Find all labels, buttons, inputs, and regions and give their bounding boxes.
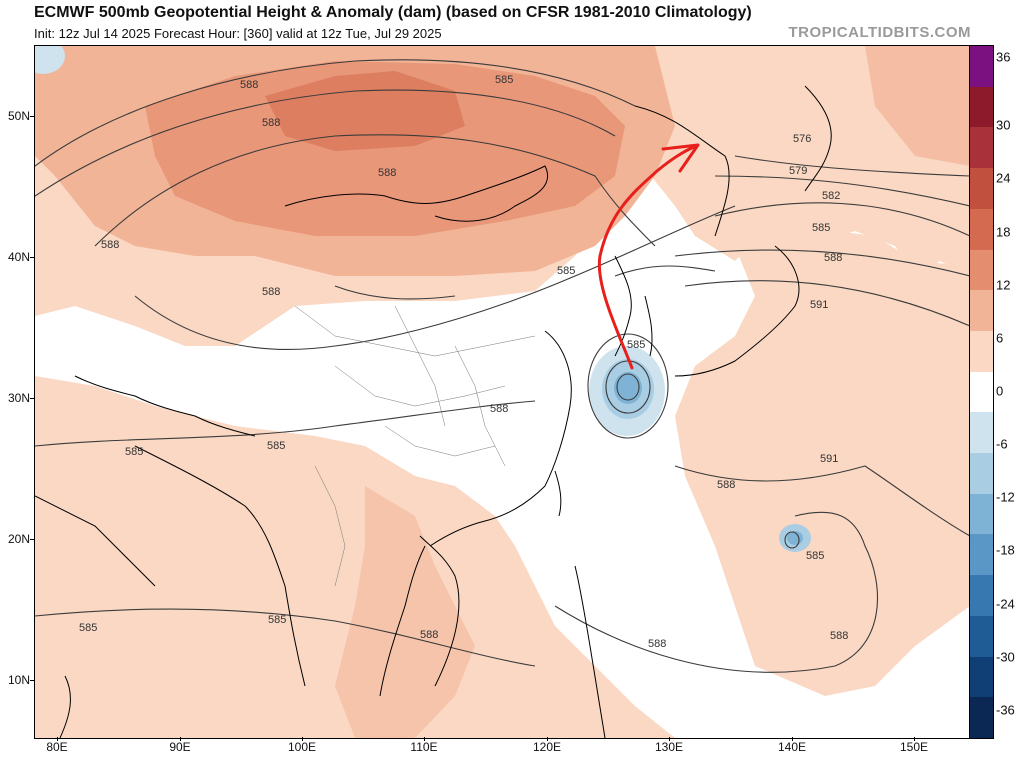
colorbar-segment xyxy=(970,249,993,291)
longitude-label: 140E xyxy=(777,740,807,754)
longitude-tick xyxy=(669,737,670,741)
contour-label: 585 xyxy=(812,222,830,234)
contour-label: 588 xyxy=(648,638,666,650)
contour-label: 588 xyxy=(262,286,280,298)
annotation-arrow xyxy=(597,143,700,370)
contour-label: 585 xyxy=(125,446,143,458)
contour-label: 585 xyxy=(495,74,513,86)
colorbar-segment xyxy=(970,697,993,738)
colorbar-label: 6 xyxy=(996,330,1004,346)
latitude-label: 20N xyxy=(7,532,30,546)
longitude-tick xyxy=(914,737,915,741)
contour-label: 585 xyxy=(806,550,824,562)
contour-label: 588 xyxy=(378,167,396,179)
colorbar-segment xyxy=(970,86,993,128)
longitude-label: 130E xyxy=(654,740,684,754)
colorbar-label: 24 xyxy=(996,170,1011,186)
contour-label: 576 xyxy=(793,133,811,145)
longitude-tick xyxy=(547,737,548,741)
longitude-tick xyxy=(57,737,58,741)
colorbar-segment xyxy=(970,168,993,210)
longitude-label: 120E xyxy=(532,740,562,754)
colorbar-segment xyxy=(970,412,993,454)
longitude-label: 100E xyxy=(287,740,317,754)
longitude-tick xyxy=(180,737,181,741)
colorbar-label: 12 xyxy=(996,277,1011,293)
contour-label: 588 xyxy=(101,239,119,251)
latitude-tick xyxy=(30,116,35,117)
colorbar-label: 30 xyxy=(996,117,1011,133)
negative-anomaly-shading xyxy=(35,46,811,552)
longitude-label: 150E xyxy=(899,740,929,754)
map-subtitle: Init: 12z Jul 14 2025 Forecast Hour: [36… xyxy=(34,26,442,41)
contour-label: 588 xyxy=(420,629,438,641)
contour-label: 591 xyxy=(820,453,838,465)
latitude-tick xyxy=(30,539,35,540)
colorbar-label: -12 xyxy=(996,489,1015,505)
colorbar-segment xyxy=(970,290,993,332)
colorbar-segment xyxy=(970,208,993,251)
colorbar-segment xyxy=(970,453,993,495)
coastlines-and-borders xyxy=(35,85,832,738)
height-contours xyxy=(35,59,970,673)
colorbar-segment xyxy=(970,493,993,535)
colorbar-segment xyxy=(970,330,993,373)
map-panel: 585 588 585 588 588 588 588 576 579 582 … xyxy=(34,45,971,739)
latitude-label: 10N xyxy=(7,673,30,687)
longitude-tick xyxy=(792,737,793,741)
contour-label: 588 xyxy=(262,117,280,129)
contour-label: 588 xyxy=(830,630,848,642)
latitude-tick xyxy=(30,257,35,258)
contour-label: 579 xyxy=(789,165,807,177)
contour-label: 585 xyxy=(268,614,286,626)
colorbar-segment xyxy=(970,615,993,658)
latitude-label: 40N xyxy=(7,250,30,264)
longitude-label: 110E xyxy=(410,740,438,754)
colorbar-label: -24 xyxy=(996,596,1015,612)
longitude-tick xyxy=(424,737,425,741)
contour-label: 588 xyxy=(717,479,735,491)
contour-label: 591 xyxy=(810,299,828,311)
longitude-label: 90E xyxy=(169,740,191,754)
positive-anomaly-shading xyxy=(35,46,970,738)
map-title: ECMWF 500mb Geopotential Height & Anomal… xyxy=(34,4,752,21)
latitude-label: 30N xyxy=(7,391,30,405)
latitude-label: 50N xyxy=(7,109,30,123)
contour-label: 582 xyxy=(822,190,840,202)
colorbar-segment xyxy=(970,371,993,413)
map-svg: 585 588 585 588 588 588 588 576 579 582 … xyxy=(35,46,970,738)
contour-label: 585 xyxy=(557,265,575,277)
longitude-label: 80E xyxy=(46,740,68,754)
contour-label: 585 xyxy=(627,339,645,351)
colorbar-segment xyxy=(970,127,993,169)
colorbar-segment xyxy=(970,46,993,88)
contour-label: 588 xyxy=(824,252,842,264)
anomaly-colorbar xyxy=(969,45,994,739)
colorbar-label: -30 xyxy=(996,649,1015,665)
colorbar-segment xyxy=(970,656,993,698)
brand-watermark: TROPICALTIDBITS.COM xyxy=(788,24,971,41)
latitude-tick xyxy=(30,680,35,681)
colorbar-label: -6 xyxy=(996,436,1008,452)
contour-label: 585 xyxy=(267,440,285,452)
contour-label: 588 xyxy=(240,79,258,91)
contour-label: 588 xyxy=(490,403,508,415)
province-borders xyxy=(294,305,536,587)
colorbar-label: -18 xyxy=(996,542,1015,558)
colorbar-segment xyxy=(970,534,993,576)
contour-label: 585 xyxy=(79,622,97,634)
latitude-tick xyxy=(30,398,35,399)
colorbar-label: 0 xyxy=(996,383,1004,399)
colorbar-label: 18 xyxy=(996,224,1011,240)
contour-labels: 585 588 585 588 588 588 588 576 579 582 … xyxy=(79,74,848,650)
colorbar-label: 36 xyxy=(996,49,1011,65)
colorbar-label: -36 xyxy=(996,702,1015,718)
colorbar-segment xyxy=(970,575,993,617)
longitude-tick xyxy=(302,737,303,741)
